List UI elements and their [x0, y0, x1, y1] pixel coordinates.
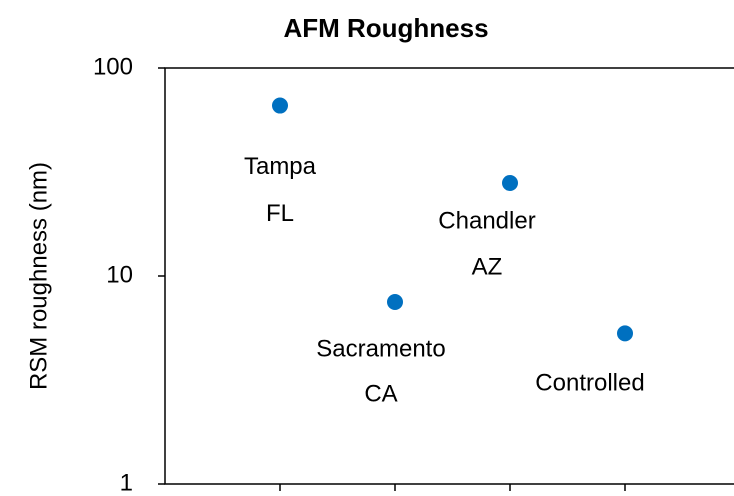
point-label: AZ	[472, 253, 503, 280]
point-label: Controlled	[535, 370, 644, 397]
y-tick-label: 10	[106, 261, 133, 288]
point-label: FL	[266, 200, 294, 227]
data-point	[272, 97, 288, 114]
point-label: CA	[364, 380, 397, 407]
data-point	[502, 174, 518, 191]
y-axis-label: RSM roughness (nm)	[25, 162, 52, 390]
point-label: Tampa	[244, 153, 317, 180]
data-point	[617, 325, 633, 342]
y-tick-label: 100	[93, 53, 133, 80]
data-point	[387, 293, 403, 310]
point-label: Chandler	[438, 207, 535, 234]
plot-frame	[164, 67, 734, 485]
chart-title: AFM Roughness	[283, 13, 488, 43]
point-label: Sacramento	[316, 335, 445, 362]
y-tick-label: 1	[120, 469, 133, 496]
